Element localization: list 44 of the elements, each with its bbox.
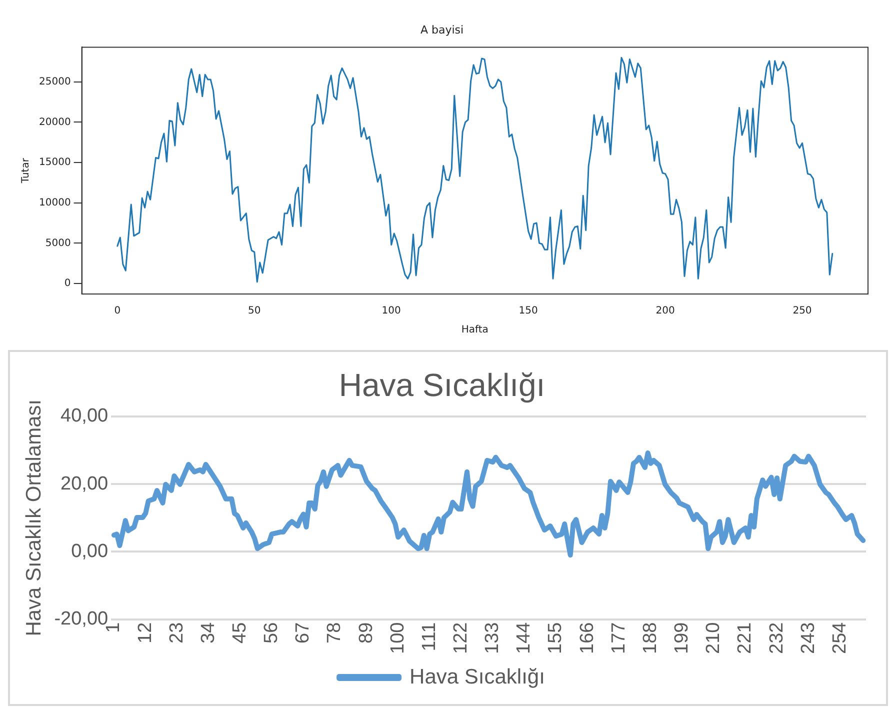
- x-tick-label: 221: [734, 622, 756, 654]
- y-tick-label: 25000: [39, 76, 71, 88]
- x-tick-label: 89: [356, 622, 377, 644]
- chart-title: Hava Sıcaklığı: [338, 367, 546, 404]
- x-tick-label: 166: [576, 622, 598, 654]
- x-tick-label: 100: [387, 622, 408, 654]
- x-tick-label: 243: [798, 622, 819, 654]
- x-tick-label: 45: [229, 622, 250, 644]
- x-tick-label: 188: [640, 622, 661, 654]
- y-tick-label: 20000: [39, 116, 71, 128]
- y-tick-label: 15000: [39, 157, 71, 168]
- x-tick-label: 12: [134, 622, 156, 644]
- x-tick-label: 144: [514, 622, 535, 654]
- x-tick-label: 155: [545, 622, 566, 654]
- y-tick-label: 40,00: [60, 406, 108, 427]
- x-tick-label: 100: [382, 306, 401, 317]
- y-tick-label: 10000: [39, 197, 71, 208]
- x-tick-label: 250: [792, 306, 812, 317]
- chart-title: A bayisi: [420, 23, 464, 36]
- x-tick-label: 67: [292, 622, 314, 644]
- x-tick-label: 200: [656, 306, 675, 317]
- x-tick-label: 78: [324, 622, 346, 644]
- y-tick-label: 5000: [45, 238, 71, 249]
- x-tick-label: 210: [703, 622, 724, 654]
- x-tick-label: 177: [608, 622, 630, 654]
- x-tick-label: 23: [166, 622, 188, 644]
- x-tick-label: 111: [418, 622, 440, 652]
- x-tick-label: 34: [198, 622, 219, 644]
- x-tick-label: 56: [261, 622, 282, 644]
- x-tick-label: 122: [450, 622, 472, 654]
- x-tick-label: 0: [114, 306, 121, 317]
- x-tick-label: 150: [518, 306, 538, 317]
- y-tick-label: 20,00: [60, 473, 108, 494]
- x-tick-label: 133: [482, 622, 504, 654]
- x-tick-label: 50: [248, 306, 261, 317]
- legend-label: Hava Sıcaklığı: [410, 665, 545, 688]
- x-tick-label: 199: [672, 622, 693, 654]
- y-tick-label: 0: [64, 278, 71, 290]
- x-tick-label: 254: [829, 622, 850, 654]
- y-axis-title: Hava Sıcaklık Ortalaması: [22, 399, 46, 636]
- x-tick-label: 232: [766, 622, 788, 654]
- y-tick-label: 0,00: [71, 540, 108, 562]
- x-axis-title: Hafta: [461, 324, 488, 336]
- y-axis-title: Tutar: [20, 157, 32, 184]
